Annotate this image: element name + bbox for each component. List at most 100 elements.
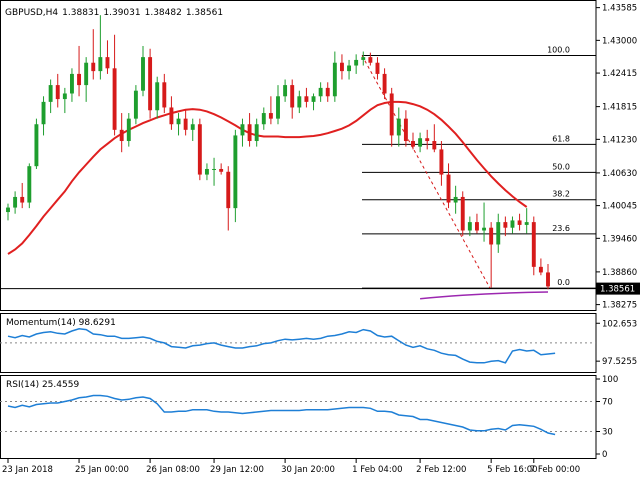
bearish-candle — [389, 93, 394, 136]
time-tick-label: 23 Jan 2018 — [2, 465, 53, 475]
price-tick-label: 1.41230 — [602, 135, 637, 145]
bullish-candle — [190, 124, 195, 130]
purple-indicator-line — [420, 291, 549, 300]
bullish-candle — [27, 166, 32, 203]
bearish-candle — [425, 138, 430, 142]
bearish-candle — [169, 107, 174, 125]
bullish-candle — [240, 124, 245, 136]
bearish-candle — [247, 124, 252, 142]
price-tick-label: 1.40630 — [602, 169, 637, 179]
bearish-candle — [325, 87, 330, 97]
bearish-candle — [489, 227, 494, 245]
bullish-candle — [41, 101, 46, 125]
bearish-candle — [339, 62, 344, 72]
bearish-candle — [368, 57, 373, 63]
bearish-candle — [439, 149, 444, 175]
bullish-candle — [361, 57, 366, 60]
bearish-candle — [91, 62, 96, 72]
bearish-candle — [148, 57, 153, 111]
bullish-candle — [396, 118, 401, 136]
bearish-candle — [304, 96, 309, 102]
price-tick-label: 1.38275 — [602, 301, 637, 311]
fib-level-label: 61.8 — [552, 134, 570, 143]
moving-average-line — [7, 100, 528, 255]
time-tick-label: 29 Jan 12:00 — [210, 465, 264, 475]
price-tick-label: 1.39460 — [602, 234, 637, 244]
price-tick-label: 1.42415 — [602, 69, 637, 79]
bearish-candle — [268, 113, 273, 119]
bearish-candle — [55, 85, 60, 100]
rsi-line — [7, 394, 556, 436]
bearish-candle — [403, 118, 408, 142]
bearish-candle — [460, 196, 465, 231]
bullish-candle — [212, 168, 217, 170]
fib-level-label: 100.0 — [547, 45, 570, 54]
bullish-candle — [418, 138, 423, 147]
rsi-tick-label: 0 — [602, 450, 607, 460]
bearish-candle — [375, 62, 380, 74]
current-price-tag — [596, 282, 640, 295]
bullish-candle — [84, 62, 89, 86]
bearish-candle — [105, 57, 110, 69]
bullish-candle — [176, 118, 181, 125]
bearish-candle — [226, 171, 231, 209]
bullish-candle — [467, 222, 472, 231]
momentum-tick-label: 97.5255 — [602, 357, 637, 367]
bullish-candle — [354, 59, 359, 66]
fib-trendline — [361, 55, 491, 289]
bullish-candle — [98, 57, 103, 72]
fib-level-label: 38.2 — [552, 190, 570, 199]
bearish-candle — [531, 222, 536, 267]
bullish-candle — [13, 196, 18, 208]
bullish-candle — [510, 220, 515, 228]
time-tick-label: 26 Jan 08:00 — [146, 465, 200, 475]
bullish-candle — [155, 82, 160, 111]
bearish-candle — [432, 141, 437, 150]
main-panel-frame — [0, 0, 597, 311]
bearish-candle — [112, 68, 117, 130]
bearish-candle — [546, 272, 550, 287]
bullish-candle — [69, 73, 74, 94]
bullish-candle — [283, 85, 288, 97]
time-tick-label: 7 Feb 00:00 — [530, 465, 580, 475]
rsi-tick-label: 30 — [602, 428, 613, 438]
price-tick-label: 1.43000 — [602, 36, 637, 46]
bearish-candle — [183, 118, 188, 130]
bullish-candle — [233, 135, 238, 209]
price-tick-label: 1.41815 — [602, 103, 637, 113]
bearish-candle — [290, 85, 295, 108]
bearish-candle — [197, 124, 202, 175]
bearish-candle — [503, 222, 508, 228]
bearish-candle — [517, 220, 522, 225]
momentum-tick-label: 102.653 — [602, 319, 637, 329]
bullish-candle — [332, 62, 337, 97]
fib-level-label: 0.0 — [557, 278, 570, 287]
current-price-label: 1.38561 — [600, 285, 635, 295]
bullish-candle — [254, 124, 259, 142]
price-tick-label: 1.40045 — [602, 202, 637, 212]
bullish-candle — [524, 222, 529, 225]
bullish-candle — [297, 96, 302, 108]
time-tick-label: 5 Feb 16:00 — [487, 465, 537, 475]
bullish-candle — [6, 207, 10, 213]
bullish-candle — [34, 124, 39, 167]
time-tick-label: 25 Jan 00:00 — [75, 465, 129, 475]
bearish-candle — [162, 82, 167, 108]
bearish-candle — [119, 129, 124, 142]
rsi-tick-label: 100 — [602, 375, 618, 385]
momentum-title: Momentum(14) 98.6291 — [6, 318, 116, 328]
bearish-candle — [411, 141, 415, 147]
bearish-candle — [538, 266, 543, 273]
bullish-candle — [204, 168, 209, 175]
bullish-candle — [126, 118, 131, 142]
bullish-candle — [62, 93, 67, 100]
bearish-candle — [20, 196, 25, 203]
bullish-candle — [276, 96, 280, 119]
bullish-candle — [133, 90, 138, 119]
price-tick-label: 1.43585 — [602, 4, 637, 14]
bullish-candle — [311, 96, 316, 102]
bearish-candle — [446, 174, 451, 203]
bearish-candle — [219, 168, 224, 172]
